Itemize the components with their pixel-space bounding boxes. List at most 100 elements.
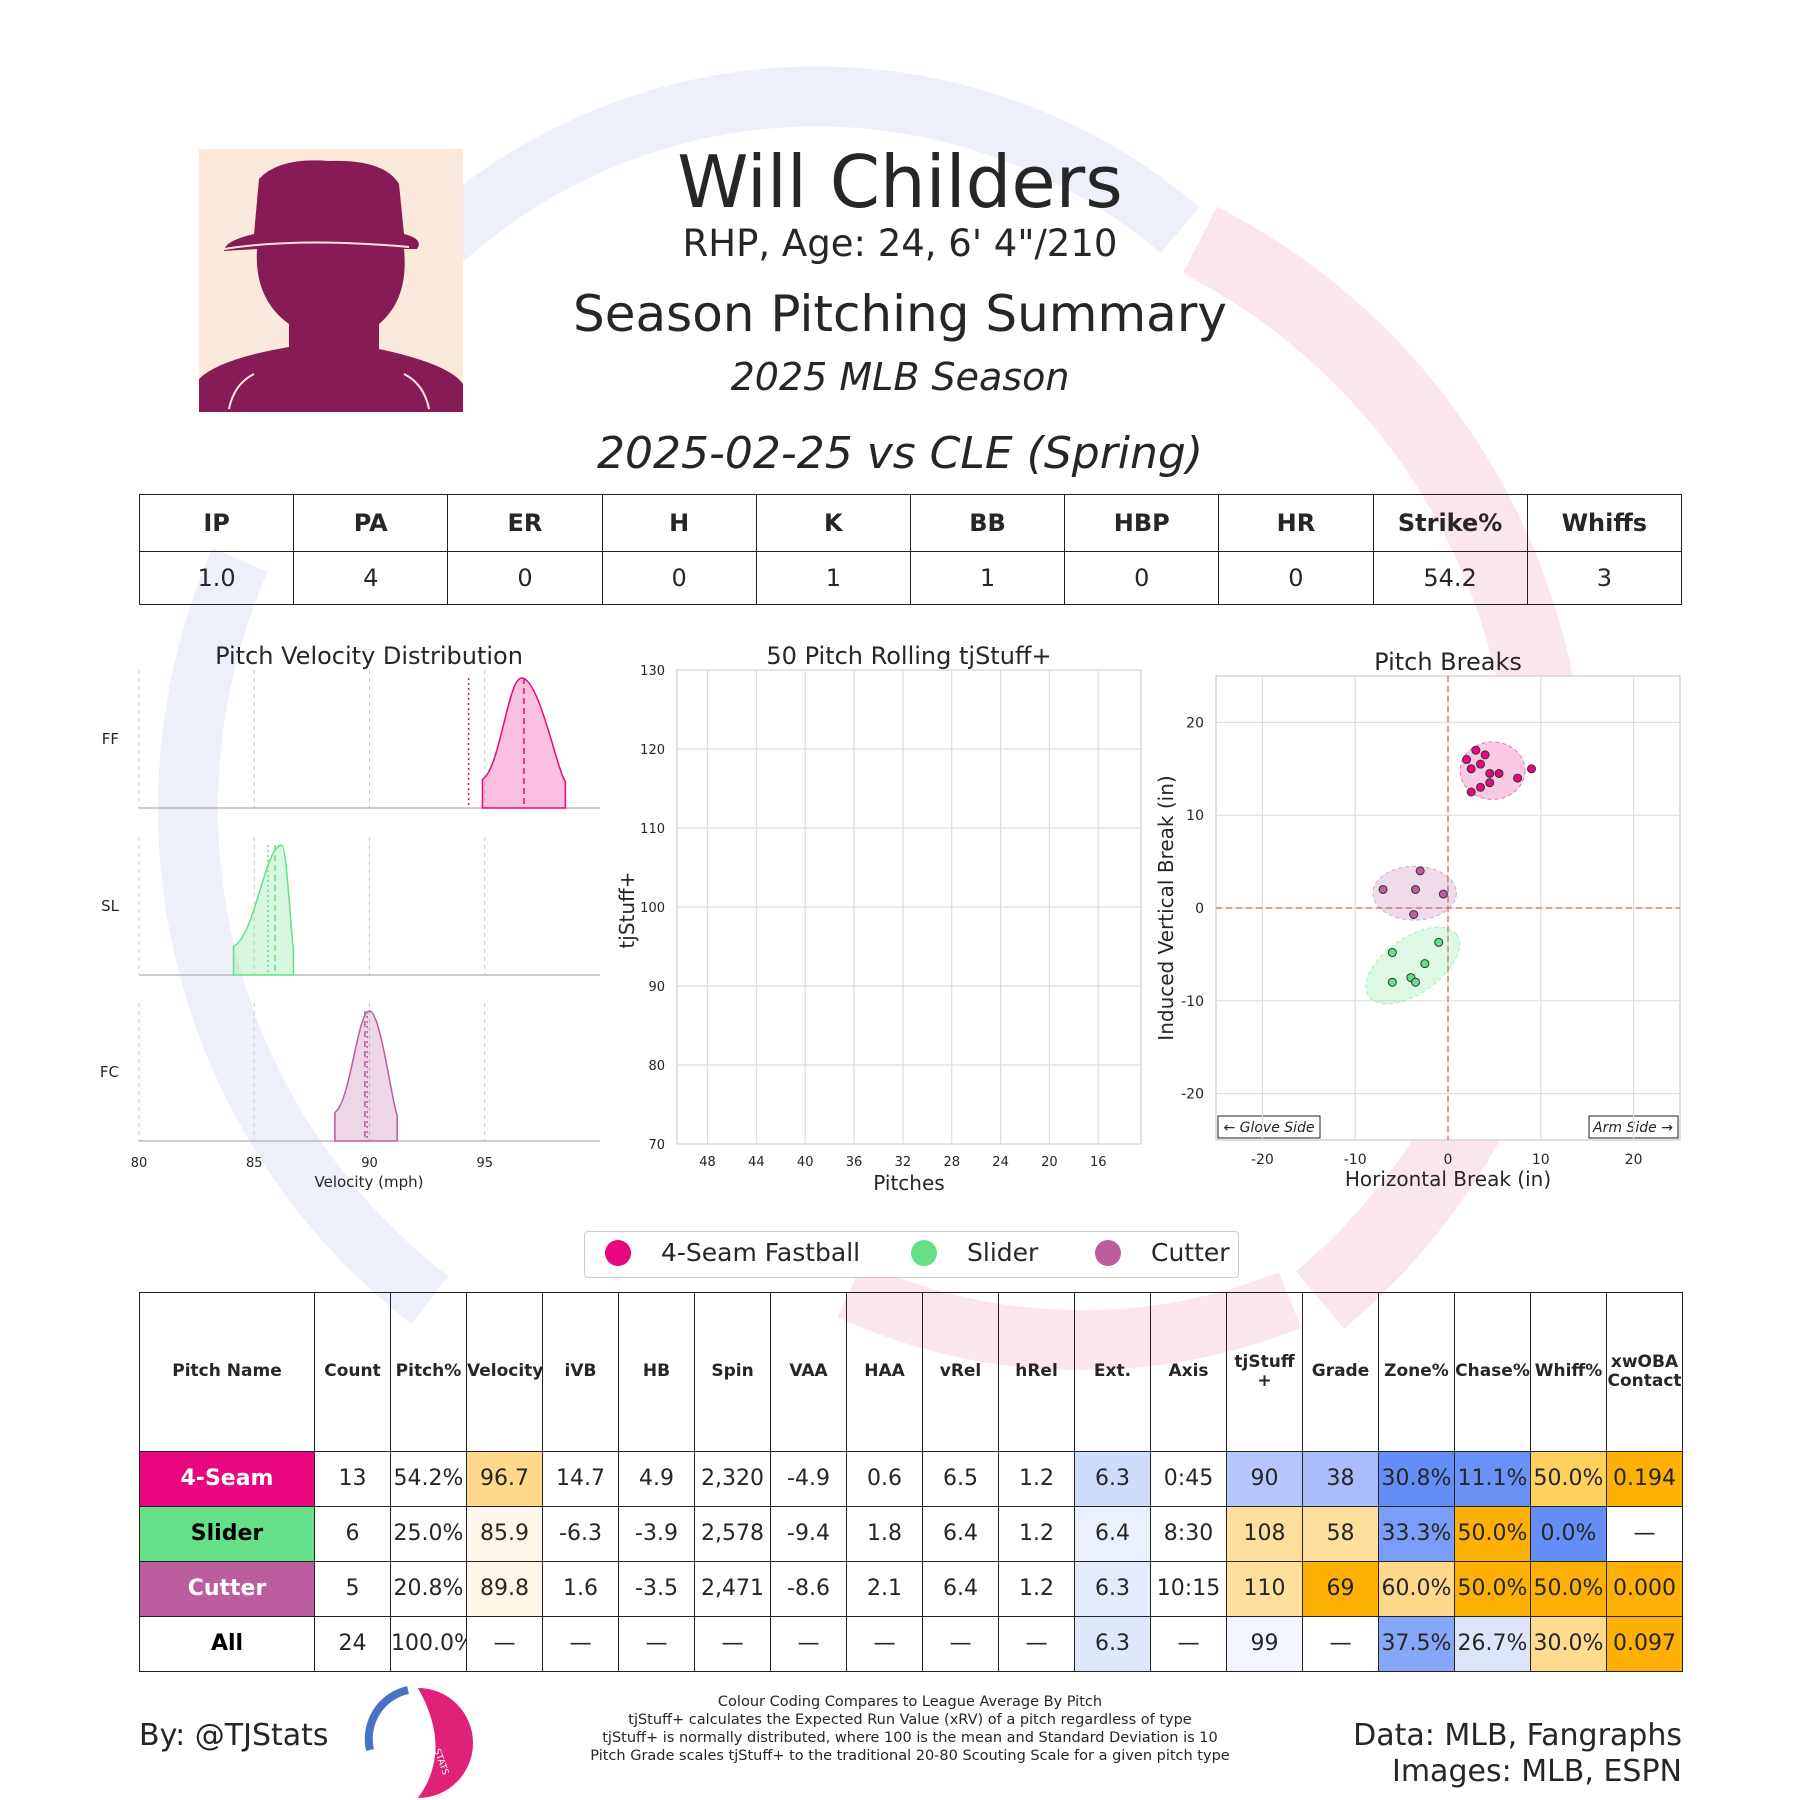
pitch-table-header-cell: tjStuff + (1226, 1292, 1303, 1452)
breaks-pitch-point (1485, 768, 1495, 778)
pitch-table-header-cell: iVB (542, 1292, 619, 1452)
breaks-x-tick: 20 (1625, 1152, 1643, 1168)
table-cell: — (466, 1615, 543, 1673)
velocity-row-label: SL (101, 897, 120, 915)
table-cell: 1.2 (998, 1560, 1075, 1617)
pitch-table-header-cell: Pitch% (390, 1292, 467, 1452)
stat-value: 54.2 (1372, 551, 1528, 605)
stat-header: BB (909, 494, 1066, 552)
stat-header: ER (447, 494, 603, 552)
pitch-table-header-cell: Spin (694, 1292, 771, 1452)
table-cell: — (1606, 1505, 1683, 1562)
season-label: 2025 MLB Season (730, 355, 1070, 399)
footnote-line: tjStuff+ is normally distributed, where … (602, 1730, 1218, 1746)
pitch-table-header-cell: Ext. (1074, 1292, 1151, 1452)
pitch-table-header-cell: Velocity (466, 1292, 543, 1452)
footnotes: Colour Coding Compares to League Average… (560, 1693, 1260, 1765)
breaks-pitch-point (1411, 977, 1421, 987)
rolling-x-tick: 20 (1041, 1155, 1058, 1170)
table-cell: 0.0% (1530, 1505, 1607, 1562)
pitch-table-header-cell: Count (314, 1292, 391, 1452)
table-cell: 60.0% (1378, 1560, 1455, 1617)
legend-marker-fc (1095, 1239, 1121, 1266)
player-name: Will Childers (677, 140, 1123, 224)
table-cell: 6 (314, 1505, 391, 1562)
breaks-pitch-point (1494, 768, 1504, 778)
pitch-table-header-cell: Zone% (1378, 1292, 1455, 1452)
data-credit: Data: MLB, Fangraphs (1353, 1718, 1682, 1753)
table-cell: 108 (1226, 1505, 1303, 1562)
pitch-table-header-cell: HB (618, 1292, 695, 1452)
velocity-distribution-chart: Pitch Velocity Distribution Velocity (mp… (100, 642, 600, 1191)
table-cell: 13 (314, 1450, 391, 1507)
table-cell: 6.4 (1074, 1505, 1151, 1562)
breaks-y-tick: 20 (1186, 715, 1204, 731)
breaks-y-label: Induced Vertical Break (in) (1154, 775, 1178, 1040)
breaks-y-tick: 0 (1195, 901, 1204, 917)
table-cell: 85.9 (466, 1505, 543, 1562)
breaks-pitch-point (1513, 773, 1523, 783)
pitch-table-header-cell: VAA (770, 1292, 847, 1452)
table-cell: 100.0% (390, 1615, 467, 1673)
pitch-table-header-cell: Grade (1302, 1292, 1379, 1452)
table-cell: 11.1% (1454, 1450, 1531, 1507)
table-cell: 2.1 (846, 1560, 923, 1617)
table-cell: — (846, 1615, 923, 1673)
table-cell: 50.0% (1454, 1505, 1531, 1562)
legend-label-ff: 4-Seam Fastball (661, 1238, 861, 1267)
table-cell: 30.8% (1378, 1450, 1455, 1507)
player-headshot (199, 149, 463, 412)
table-cell: 110 (1226, 1560, 1303, 1617)
table-cell: 50.0% (1530, 1450, 1607, 1507)
tjstats-logo: STATS (364, 1686, 474, 1798)
velocity-x-label: Velocity (mph) (315, 1173, 424, 1191)
table-cell: 10:15 (1150, 1560, 1227, 1617)
velocity-row-label: FC (100, 1063, 119, 1081)
table-cell: 50.0% (1530, 1560, 1607, 1617)
table-cell: 6.3 (1074, 1615, 1151, 1673)
stat-value: 1.0 (138, 551, 295, 605)
breaks-pitch-point (1475, 782, 1485, 792)
table-cell: 96.7 (466, 1450, 543, 1507)
rolling-x-tick: 40 (797, 1155, 814, 1170)
breaks-pitch-point (1378, 884, 1388, 894)
table-cell: 0.000 (1606, 1560, 1683, 1617)
breaks-chart-title: Pitch Breaks (1374, 648, 1522, 676)
breaks-x-label: Horizontal Break (in) (1345, 1167, 1551, 1191)
breaks-pitch-point (1415, 866, 1425, 876)
table-row: Slider 6 25.0% 85.9 -6.3 -3.9 2,578 -9.4 1.8 6.4 1… (139, 1505, 1683, 1562)
breaks-x-tick: 0 (1444, 1152, 1453, 1168)
legend-item-fc: Cutter (1095, 1238, 1230, 1267)
breaks-pitch-point (1466, 787, 1476, 797)
table-cell: 25.0% (390, 1505, 467, 1562)
summary-title: Season Pitching Summary (573, 285, 1227, 343)
table-cell: — (618, 1615, 695, 1673)
stat-value: 0 (601, 551, 757, 605)
rolling-y-tick: 90 (648, 980, 665, 995)
table-cell: 99 (1226, 1615, 1303, 1673)
rolling-x-tick: 32 (895, 1155, 912, 1170)
table-cell: 6.4 (922, 1505, 999, 1562)
pitch-table-header-cell: xwOBA Contact (1606, 1292, 1683, 1452)
table-cell: 4.9 (618, 1450, 695, 1507)
rolling-y-tick: 130 (640, 664, 665, 679)
pitch-table-header-cell: hRel (998, 1292, 1075, 1452)
stat-line-table: IP PA ER H K BB HBP HR Strike% Whiffs 1.… (138, 494, 1683, 605)
table-cell: 1.6 (542, 1560, 619, 1617)
table-cell: 0.097 (1606, 1615, 1683, 1673)
velocity-row-label: FF (102, 730, 119, 748)
table-cell: 5 (314, 1560, 391, 1617)
pitch-table-header-cell: Pitch Name (139, 1292, 315, 1452)
table-cell: 0:45 (1150, 1450, 1227, 1507)
table-cell: 6.3 (1074, 1450, 1151, 1507)
stat-header: PA (293, 494, 449, 552)
breaks-y-tick: -20 (1181, 1087, 1204, 1103)
table-row: 4-Seam 13 54.2% 96.7 14.7 4.9 2,320 -4.9 0.6 6.5 1… (139, 1450, 1683, 1507)
breaks-pitch-point (1411, 884, 1421, 894)
rolling-x-tick: 24 (992, 1155, 1009, 1170)
rolling-y-tick: 100 (640, 901, 665, 916)
table-cell: -8.6 (770, 1560, 847, 1617)
stat-value: 0 (447, 551, 603, 605)
breaks-pitch-point (1409, 909, 1419, 919)
table-cell: 30.0% (1530, 1615, 1607, 1673)
